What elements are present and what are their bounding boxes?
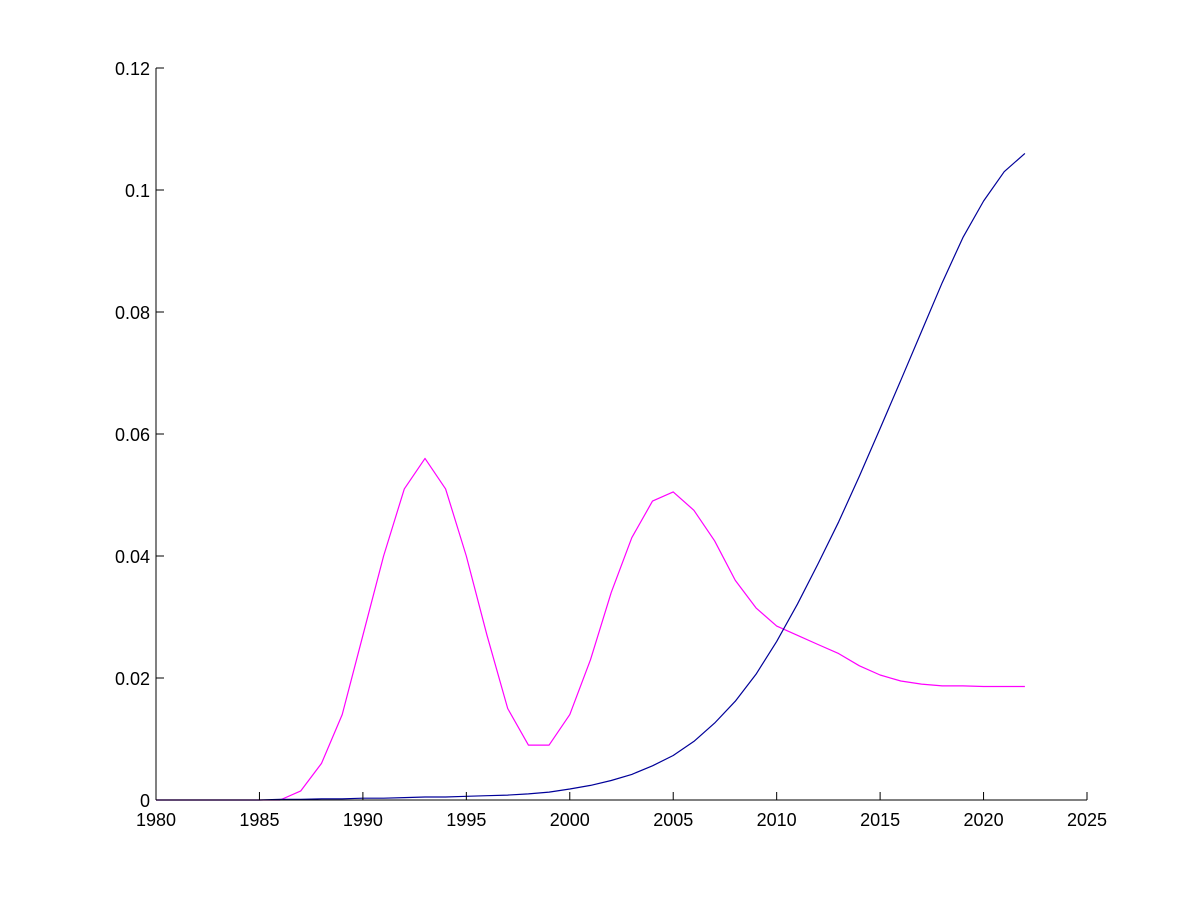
x-tick-label: 1995: [446, 810, 486, 830]
x-tick-label: 2015: [860, 810, 900, 830]
x-tick-label: 1980: [136, 810, 176, 830]
x-tick-label: 2020: [964, 810, 1004, 830]
x-tick-label: 2005: [653, 810, 693, 830]
y-axis-ticks: 0 0.02 0.04 0.06 0.08 0.1 0.12: [115, 59, 164, 811]
y-tick-label: 0.04: [115, 547, 150, 567]
series-line-2: [156, 152, 1026, 801]
axes: [155, 68, 1087, 801]
x-tick-label: 1985: [239, 810, 279, 830]
x-tick-label: 2010: [757, 810, 797, 830]
y-tick-label: 0.06: [115, 425, 150, 445]
y-tick-label: 0: [140, 791, 150, 811]
y-tick-label: 0.12: [115, 59, 150, 79]
x-axis-ticks: 1980 1985 1990 1995 2000 2005 2010 2015 2020 2025: [136, 792, 1107, 830]
y-tick-label: 0.1: [125, 181, 150, 201]
x-tick-label: 2000: [550, 810, 590, 830]
x-tick-label: 2025: [1067, 810, 1107, 830]
y-tick-label: 0.02: [115, 669, 150, 689]
series-layer: [156, 152, 1026, 801]
y-tick-label: 0.08: [115, 303, 150, 323]
x-tick-label: 1990: [343, 810, 383, 830]
series-line-1: [156, 457, 1025, 801]
